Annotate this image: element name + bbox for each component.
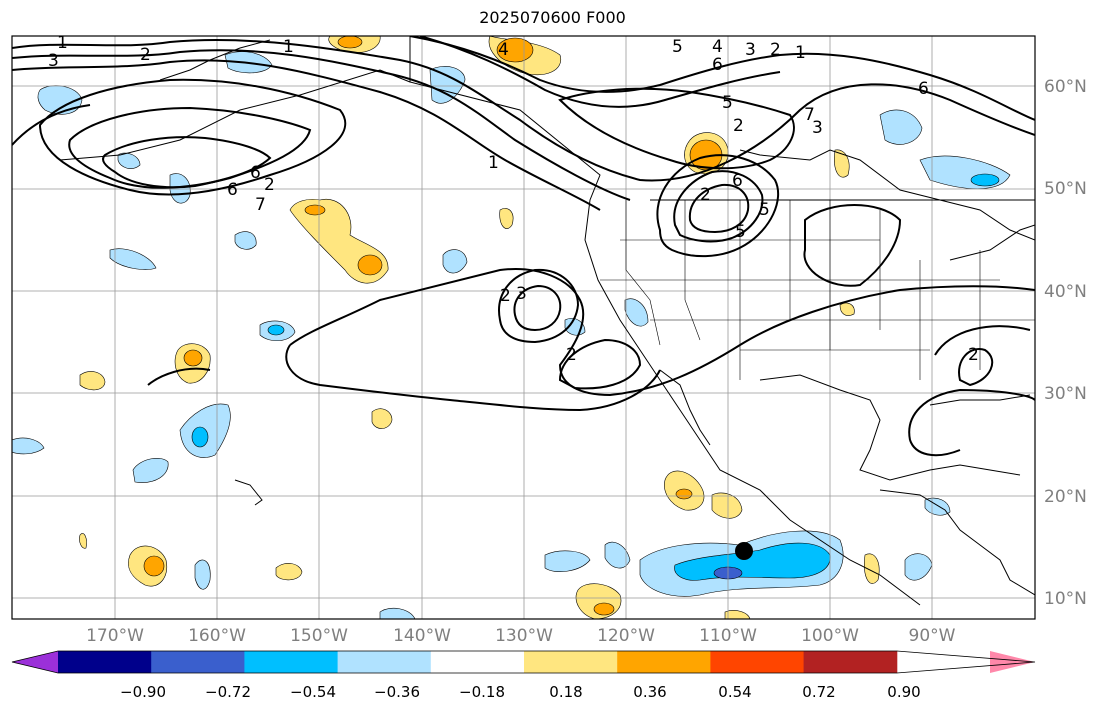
colorbar-segment — [617, 651, 711, 673]
colorbar-segment — [524, 651, 618, 673]
contour-label: 2 — [700, 185, 711, 205]
colorbar-tick-label: 0.18 — [549, 683, 583, 701]
contour-label: 1 — [57, 33, 68, 53]
colorbar-segment — [710, 651, 805, 673]
contour-label: 1 — [283, 37, 294, 57]
contour-label: 7 — [804, 105, 815, 125]
colorbar-segment — [990, 651, 1035, 673]
colorbar-tick-label: −0.18 — [459, 683, 505, 701]
lon-label-100w: 100°W — [801, 626, 859, 646]
contour-labels: 1 2 3 1 2 4 5 4 3 2 1 6 6 5 6 2 3 6 5 7 … — [48, 33, 979, 365]
map-title: 2025070600 F000 — [479, 8, 626, 27]
lon-label-150w: 150°W — [290, 626, 348, 646]
colorbar-outline — [11, 650, 1036, 674]
lat-label-40n: 40°N — [1044, 282, 1087, 302]
lon-label-120w: 120°W — [597, 626, 655, 646]
colorbar-tick-label: 0.36 — [633, 683, 667, 701]
colorbar-segment — [337, 651, 432, 673]
contour-label: 2 — [733, 116, 744, 136]
contour-label: 5 — [722, 93, 733, 113]
colorbar-tick-label: 0.54 — [718, 683, 752, 701]
colorbar — [11, 650, 1036, 674]
contour-label: 2 — [264, 175, 275, 195]
contour-label: 6 — [250, 163, 261, 183]
contour-label: 3 — [812, 118, 823, 138]
colorbar-tick-label: 0.90 — [887, 683, 921, 701]
lon-label-90w: 90°W — [908, 626, 956, 646]
coastlines — [59, 36, 1035, 606]
contour-label: 4 — [712, 37, 723, 57]
contour-label: 5 — [672, 37, 683, 57]
colorbar-segment — [803, 651, 898, 673]
contour-label: 6 — [918, 79, 929, 99]
colorbar-tick-label: −0.54 — [290, 683, 336, 701]
lon-label-160w: 160°W — [188, 626, 246, 646]
colorbar-tick-label: −0.72 — [205, 683, 251, 701]
contour-lines — [12, 36, 1035, 457]
contour-label: 3 — [745, 40, 756, 60]
lon-label-130w: 130°W — [495, 626, 553, 646]
shaded-anomalies — [12, 36, 1011, 619]
contour-label: 2 — [968, 345, 979, 365]
contour-label: 4 — [498, 40, 509, 60]
lat-label-10n: 10°N — [1044, 589, 1087, 609]
colorbar-segment — [151, 651, 245, 673]
lon-label-140w: 140°W — [393, 626, 451, 646]
state-borders — [600, 200, 1035, 380]
contour-label: 3 — [516, 284, 527, 304]
colorbar-tick-label: 0.72 — [802, 683, 836, 701]
contour-label: 6 — [732, 171, 743, 191]
contour-label: 2 — [566, 345, 577, 365]
contour-label: 5 — [759, 200, 770, 220]
colorbar-tick-label: −0.36 — [374, 683, 420, 701]
lat-label-50n: 50°N — [1044, 179, 1087, 199]
contour-label: 2 — [500, 286, 511, 306]
colorbar-tick-label: −0.90 — [120, 683, 166, 701]
lon-label-110w: 110°W — [699, 626, 757, 646]
contour-label: 2 — [140, 45, 151, 65]
contour-label: 3 — [48, 51, 59, 71]
lon-label-170w: 170°W — [86, 626, 144, 646]
lat-label-60n: 60°N — [1044, 77, 1087, 97]
contour-label: 6 — [712, 55, 723, 75]
graticule — [12, 36, 1035, 619]
map-frame — [11, 35, 1036, 620]
contour-label: 5 — [735, 222, 746, 242]
contour-label: 7 — [255, 195, 266, 215]
colorbar-segment — [430, 651, 525, 673]
contour-label: 1 — [488, 153, 499, 173]
lat-label-20n: 20°N — [1044, 487, 1087, 507]
lat-label-30n: 30°N — [1044, 384, 1087, 404]
colorbar-segment — [58, 651, 152, 673]
contour-label: 1 — [795, 43, 806, 63]
contour-label: 6 — [227, 180, 238, 200]
storm-position-marker — [735, 542, 753, 560]
colorbar-segment — [244, 651, 339, 673]
contour-label: 2 — [770, 40, 781, 60]
colorbar-segment — [12, 651, 58, 673]
